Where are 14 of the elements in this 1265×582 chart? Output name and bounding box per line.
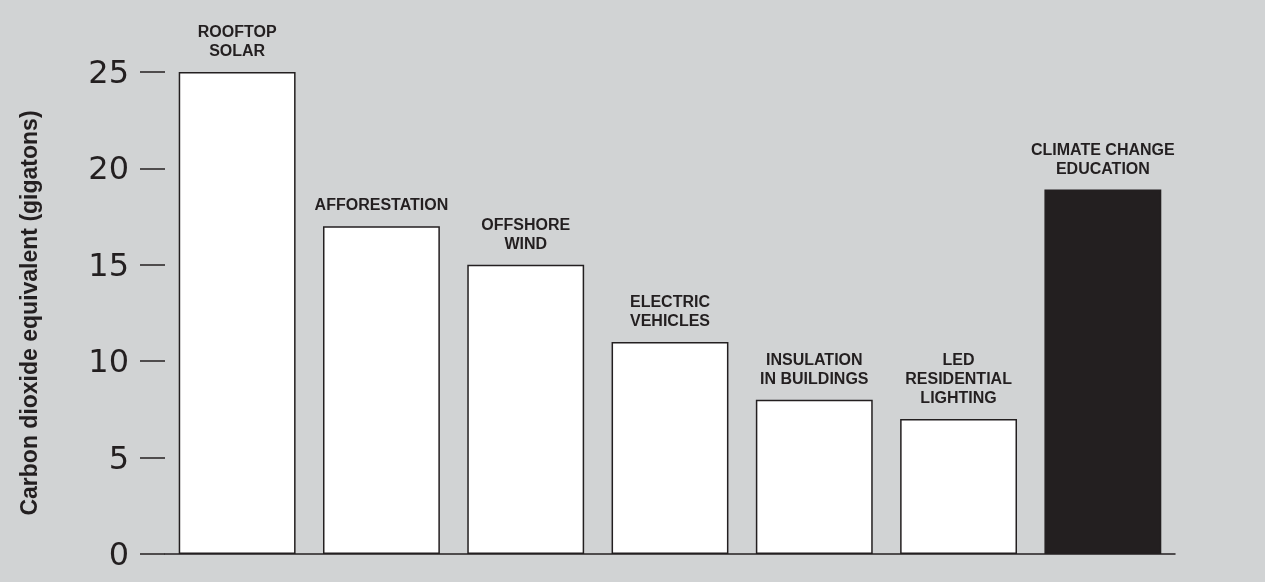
y-tick-label: 15 (88, 245, 129, 284)
x-tick-label: ELECTRIC VEHICLES (629, 292, 711, 329)
x-tick-label: OFFSHORE WIND (481, 215, 571, 252)
y-tick-label: 5 (108, 438, 129, 477)
x-tick-label: INSULATION IN BUILDINGS (760, 350, 869, 387)
x-tick-label: AFFORESTATION (314, 196, 449, 214)
x-tick-label: LED RESIDENTIAL LIGHTING (905, 351, 1013, 407)
y-tick-label: 10 (88, 342, 129, 381)
y-tick-label: 25 (88, 53, 129, 91)
y-tick-label: 0 (108, 535, 129, 573)
y-tick-label: 20 (88, 149, 129, 188)
x-tick-label: ROOFTOP SOLAR (197, 23, 277, 59)
y-axis-title: Carbon dioxide equivalent (gigatons) (15, 110, 42, 516)
x-tick-label: CLIMATE CHANGE EDUCATION (1031, 140, 1176, 177)
